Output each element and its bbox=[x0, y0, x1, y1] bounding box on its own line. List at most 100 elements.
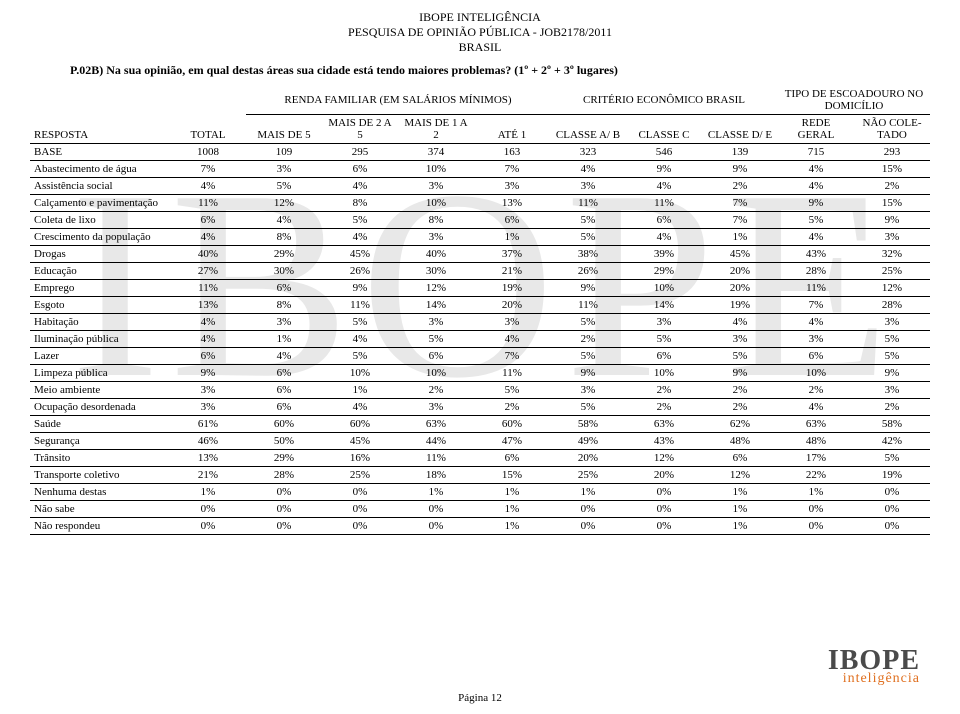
table-cell: 4% bbox=[322, 331, 398, 348]
table-cell: 1% bbox=[702, 501, 778, 518]
col-ate1: ATÉ 1 bbox=[474, 115, 550, 144]
table-row: Esgoto13%8%11%14%20%11%14%19%7%28% bbox=[30, 297, 930, 314]
table-cell: 1% bbox=[702, 518, 778, 535]
table-cell: 7% bbox=[474, 161, 550, 178]
table-cell: 29% bbox=[246, 450, 322, 467]
table-cell: 11% bbox=[474, 365, 550, 382]
table-body: BASE1008109295374163323546139715293Abast… bbox=[30, 144, 930, 535]
table-cell: 38% bbox=[550, 246, 626, 263]
table-row: Segurança46%50%45%44%47%49%43%48%48%42% bbox=[30, 433, 930, 450]
table-cell: 0% bbox=[778, 501, 854, 518]
table-cell: 14% bbox=[626, 297, 702, 314]
table-cell: 11% bbox=[550, 195, 626, 212]
table-cell: 2% bbox=[854, 399, 930, 416]
table-row: Emprego11%6%9%12%19%9%10%20%11%12% bbox=[30, 280, 930, 297]
table-cell: 45% bbox=[322, 246, 398, 263]
row-label: Habitação bbox=[30, 314, 170, 331]
table-cell: 3% bbox=[778, 331, 854, 348]
table-cell: 0% bbox=[854, 518, 930, 535]
row-label: Lazer bbox=[30, 348, 170, 365]
table-row: Ocupação desordenada3%6%4%3%2%5%2%2%4%2% bbox=[30, 399, 930, 416]
row-label: Coleta de lixo bbox=[30, 212, 170, 229]
table-cell: 13% bbox=[474, 195, 550, 212]
table-row: Não respondeu0%0%0%0%1%0%0%1%0%0% bbox=[30, 518, 930, 535]
table-cell: 4% bbox=[702, 314, 778, 331]
column-header-row: RESPOSTA TOTAL MAIS DE 5 MAIS DE 2 A 5 M… bbox=[30, 115, 930, 144]
table-cell: 6% bbox=[398, 348, 474, 365]
table-cell: 19% bbox=[702, 297, 778, 314]
table-cell: 10% bbox=[626, 280, 702, 297]
col-resposta: RESPOSTA bbox=[30, 115, 170, 144]
table-cell: 4% bbox=[778, 314, 854, 331]
table-cell: 4% bbox=[246, 212, 322, 229]
group-criterio: CRITÉRIO ECONÔMICO BRASIL bbox=[550, 86, 778, 115]
table-cell: 8% bbox=[398, 212, 474, 229]
table-cell: 2% bbox=[626, 399, 702, 416]
table-cell: 5% bbox=[322, 348, 398, 365]
table-cell: 30% bbox=[246, 263, 322, 280]
table-cell: 293 bbox=[854, 144, 930, 161]
table-cell: 25% bbox=[854, 263, 930, 280]
table-cell: 5% bbox=[854, 450, 930, 467]
page-number: Página 12 bbox=[0, 692, 960, 704]
table-cell: 3% bbox=[398, 314, 474, 331]
row-label: Iluminação pública bbox=[30, 331, 170, 348]
table-cell: 58% bbox=[854, 416, 930, 433]
table-cell: 4% bbox=[170, 229, 246, 246]
row-label: Assistência social bbox=[30, 178, 170, 195]
table-cell: 18% bbox=[398, 467, 474, 484]
table-cell: 61% bbox=[170, 416, 246, 433]
table-cell: 2% bbox=[702, 178, 778, 195]
table-cell: 30% bbox=[398, 263, 474, 280]
table-row: Trânsito13%29%16%11%6%20%12%6%17%5% bbox=[30, 450, 930, 467]
row-label: BASE bbox=[30, 144, 170, 161]
table-cell: 11% bbox=[322, 297, 398, 314]
table-cell: 1% bbox=[702, 484, 778, 501]
table-cell: 2% bbox=[474, 399, 550, 416]
table-cell: 43% bbox=[626, 433, 702, 450]
table-cell: 20% bbox=[550, 450, 626, 467]
table-cell: 60% bbox=[246, 416, 322, 433]
table-cell: 8% bbox=[246, 229, 322, 246]
header-line2: PESQUISA DE OPINIÃO PÚBLICA - JOB2178/20… bbox=[30, 25, 930, 40]
table-cell: 0% bbox=[170, 518, 246, 535]
table-cell: 4% bbox=[626, 229, 702, 246]
table-cell: 715 bbox=[778, 144, 854, 161]
table-cell: 63% bbox=[778, 416, 854, 433]
table-cell: 0% bbox=[322, 518, 398, 535]
table-cell: 46% bbox=[170, 433, 246, 450]
table-cell: 3% bbox=[170, 399, 246, 416]
table-cell: 37% bbox=[474, 246, 550, 263]
table-cell: 25% bbox=[322, 467, 398, 484]
header-line3: BRASIL bbox=[30, 40, 930, 55]
table-cell: 50% bbox=[246, 433, 322, 450]
table-cell: 44% bbox=[398, 433, 474, 450]
table-cell: 5% bbox=[322, 212, 398, 229]
table-cell: 5% bbox=[398, 331, 474, 348]
row-label: Crescimento da população bbox=[30, 229, 170, 246]
table-cell: 4% bbox=[778, 399, 854, 416]
table-cell: 12% bbox=[246, 195, 322, 212]
table-cell: 32% bbox=[854, 246, 930, 263]
table-cell: 7% bbox=[702, 195, 778, 212]
table-cell: 3% bbox=[626, 314, 702, 331]
table-cell: 4% bbox=[778, 161, 854, 178]
table-cell: 0% bbox=[778, 518, 854, 535]
table-cell: 6% bbox=[702, 450, 778, 467]
table-cell: 12% bbox=[854, 280, 930, 297]
table-cell: 62% bbox=[702, 416, 778, 433]
row-label: Meio ambiente bbox=[30, 382, 170, 399]
table-row: Abastecimento de água7%3%6%10%7%4%9%9%4%… bbox=[30, 161, 930, 178]
table-cell: 0% bbox=[626, 518, 702, 535]
row-label: Trânsito bbox=[30, 450, 170, 467]
row-label: Não respondeu bbox=[30, 518, 170, 535]
col-maisde1a2: MAIS DE 1 A 2 bbox=[398, 115, 474, 144]
table-cell: 9% bbox=[322, 280, 398, 297]
table-cell: 1% bbox=[778, 484, 854, 501]
table-cell: 4% bbox=[778, 229, 854, 246]
table-cell: 109 bbox=[246, 144, 322, 161]
table-cell: 2% bbox=[854, 178, 930, 195]
table-cell: 6% bbox=[246, 280, 322, 297]
table-cell: 49% bbox=[550, 433, 626, 450]
table-cell: 5% bbox=[626, 331, 702, 348]
